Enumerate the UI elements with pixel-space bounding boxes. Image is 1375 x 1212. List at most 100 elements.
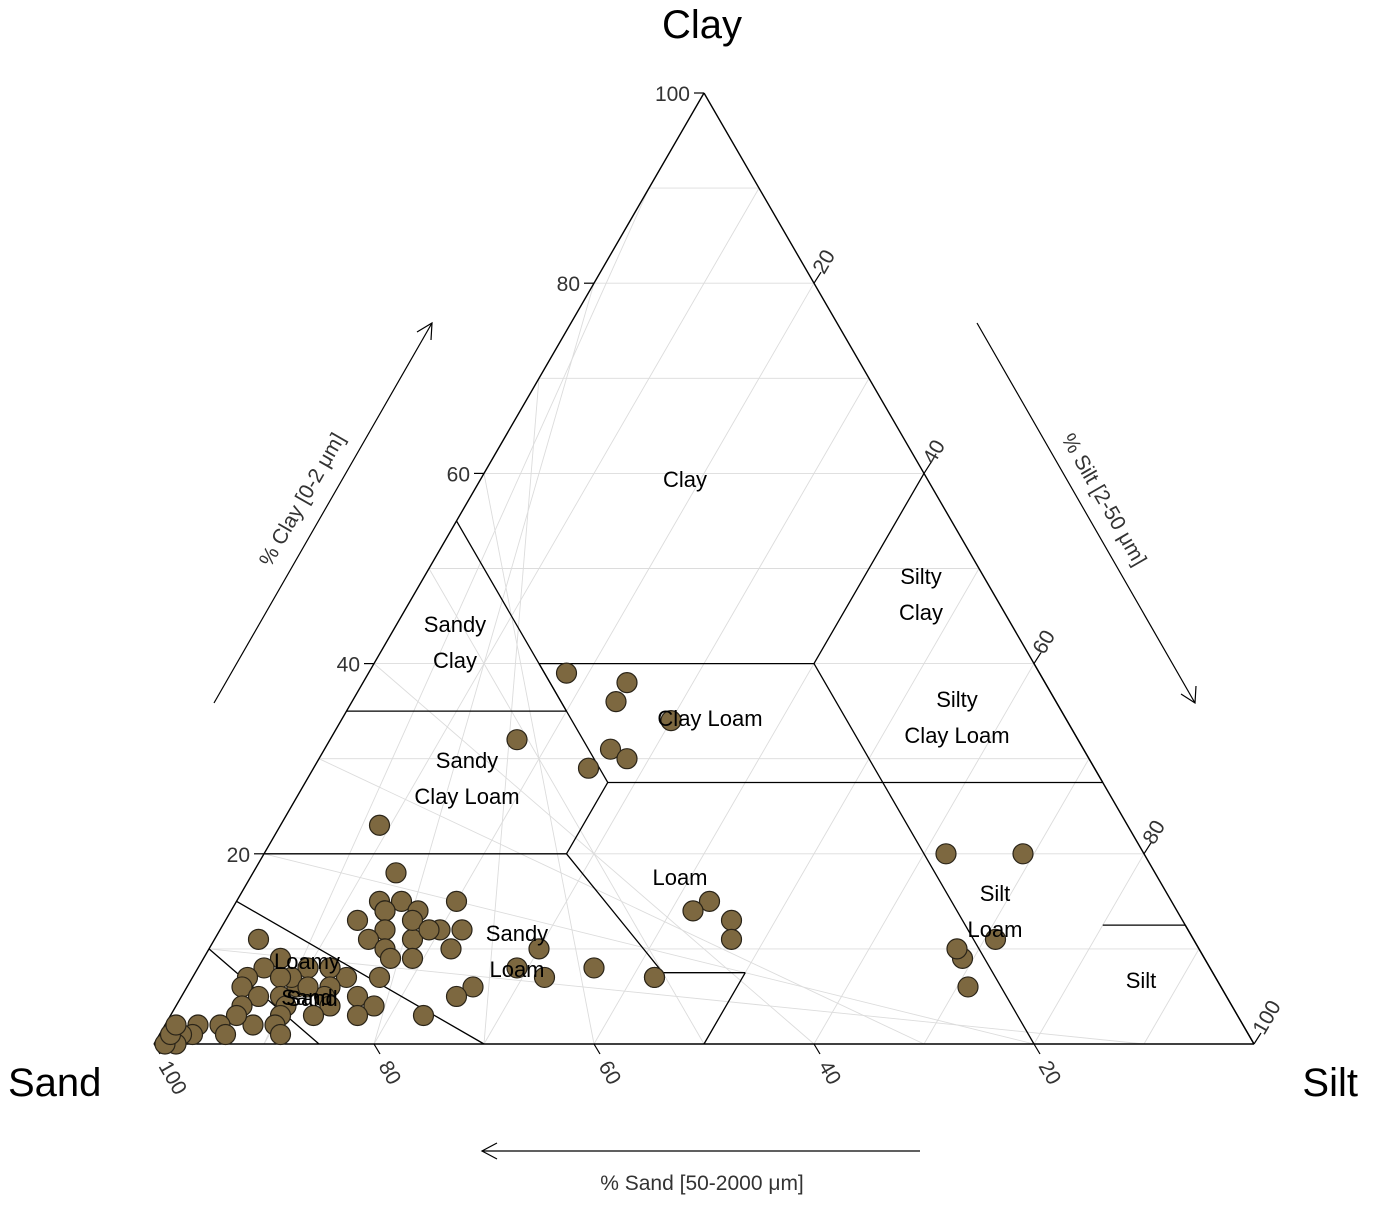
data-point-3 — [660, 710, 682, 732]
data-point-2 — [605, 691, 627, 713]
silt-tick-20 — [813, 271, 822, 284]
data-point-19 — [440, 938, 462, 960]
class-label-sandy-loam-line2: Loam — [489, 957, 544, 982]
clay-tick-label-60: 60 — [447, 463, 470, 486]
sand-axis-title: % Sand [50-2000 μm] — [600, 1172, 804, 1195]
data-point-21 — [583, 957, 605, 979]
data-point-59 — [319, 995, 341, 1017]
data-point-6 — [616, 748, 638, 770]
sand-tick-40 — [813, 1043, 821, 1055]
data-point-45 — [357, 928, 380, 950]
sand-tick-label-100: 100 — [154, 1057, 191, 1099]
class-label-loamy-sand-line1: Loamy — [274, 949, 340, 974]
data-point-70 — [242, 1014, 264, 1036]
class-label-silty-clay-loam-line1: Silty — [936, 687, 978, 712]
class-boundary-3 — [813, 473, 925, 664]
class-boundary-11 — [703, 972, 746, 1045]
texture-class-boundaries — [208, 473, 1255, 1045]
data-point-11 — [682, 900, 704, 922]
data-point-49 — [401, 909, 424, 931]
data-point-4 — [599, 738, 622, 760]
class-boundary-9 — [565, 853, 664, 974]
data-point-0 — [555, 662, 578, 684]
sand-tick-label-40: 40 — [814, 1057, 846, 1089]
sand-tick-label-20: 20 — [1034, 1057, 1066, 1089]
class-label-sandy-loam-line1: Sandy — [486, 921, 548, 946]
data-point-36 — [335, 966, 358, 989]
class-label-sandy-clay-line2: Clay — [433, 648, 477, 673]
silt-tick-label-20: 20 — [808, 246, 840, 278]
silt-tick-100 — [1253, 1032, 1262, 1045]
class-boundary-12 — [882, 782, 1035, 1045]
data-point-37 — [368, 966, 391, 989]
data-point-9 — [385, 862, 407, 884]
class-label-silty-clay-line1: Silty — [900, 564, 942, 589]
gridline-sand-30 — [318, 758, 925, 1045]
gridline-sand-10 — [208, 948, 1145, 1045]
data-points — [154, 662, 1034, 1055]
corner-label-sand: Sand — [8, 1061, 101, 1105]
clay-tick-label-100: 100 — [655, 83, 690, 106]
triangle-border — [153, 92, 1255, 1045]
gridline-sand-50 — [428, 568, 705, 1045]
class-label-sandy-clay-loam-line1: Sandy — [436, 748, 498, 773]
silt-tick-40 — [923, 462, 932, 474]
data-point-16 — [445, 890, 468, 912]
class-boundary-17 — [236, 900, 485, 1045]
silt-tick-label-40: 40 — [918, 436, 950, 468]
data-point-50 — [418, 919, 440, 941]
sand-tick-80 — [373, 1043, 381, 1055]
data-point-29 — [984, 928, 1007, 950]
data-point-31 — [946, 938, 968, 960]
class-label-clay-loam: Clay Loam — [657, 706, 762, 731]
sand-axis-arrow — [480, 1142, 920, 1160]
class-label-silt-loam-line1: Silt — [980, 881, 1011, 906]
silt-tick-80 — [1143, 842, 1152, 855]
gridline-silt-70 — [923, 758, 1090, 1045]
gridline-silt-30 — [483, 378, 870, 1045]
data-point-27 — [533, 966, 556, 989]
gridline-silt-80 — [1033, 853, 1145, 1045]
clay-tick-label-40: 40 — [337, 654, 360, 677]
data-point-24 — [445, 985, 468, 1008]
data-point-25 — [412, 1004, 435, 1027]
silt-tick-label-80: 80 — [1138, 817, 1170, 849]
corner-label-clay: Clay — [662, 3, 742, 47]
sand-tick-60 — [593, 1043, 601, 1055]
data-point-43 — [346, 909, 369, 931]
data-point-78 — [214, 1023, 237, 1046]
class-boundary-5 — [565, 710, 609, 783]
data-point-74 — [247, 985, 270, 1008]
class-label-silty-clay-loam-line2: Clay Loam — [904, 723, 1009, 748]
data-point-23 — [462, 976, 484, 998]
data-point-18 — [451, 919, 473, 941]
gridline-silt-50 — [703, 568, 980, 1045]
class-label-sandy-clay-loam-line2: Clay Loam — [414, 784, 519, 809]
gridline-sand-20 — [263, 853, 1035, 1045]
data-point-42 — [374, 900, 396, 922]
sand-tick-label-60: 60 — [594, 1057, 626, 1089]
silt-tick-label-100: 100 — [1248, 997, 1285, 1039]
class-label-silt: Silt — [1126, 968, 1157, 993]
clay-tick-label-80: 80 — [557, 273, 580, 296]
sand-tick-label-80: 80 — [374, 1057, 406, 1089]
data-point-71 — [269, 1023, 292, 1046]
class-label-sandy-clay-line1: Sandy — [424, 612, 486, 637]
data-point-85 — [165, 1014, 187, 1036]
data-point-1 — [616, 672, 638, 694]
data-point-41 — [390, 890, 413, 912]
clay-tick-label-20: 20 — [227, 844, 250, 867]
data-point-20 — [528, 938, 550, 960]
data-point-8 — [368, 814, 391, 836]
data-point-15 — [1012, 843, 1034, 865]
data-point-61 — [346, 1004, 369, 1027]
class-label-loam: Loam — [652, 865, 707, 890]
silt-tick-60 — [1033, 652, 1042, 664]
sand-tick-20 — [1033, 1043, 1041, 1055]
data-point-5 — [577, 757, 600, 779]
class-label-silt-loam-line2: Loam — [967, 917, 1022, 942]
data-point-14 — [935, 843, 957, 865]
data-point-33 — [247, 928, 270, 950]
data-point-52 — [379, 947, 402, 970]
